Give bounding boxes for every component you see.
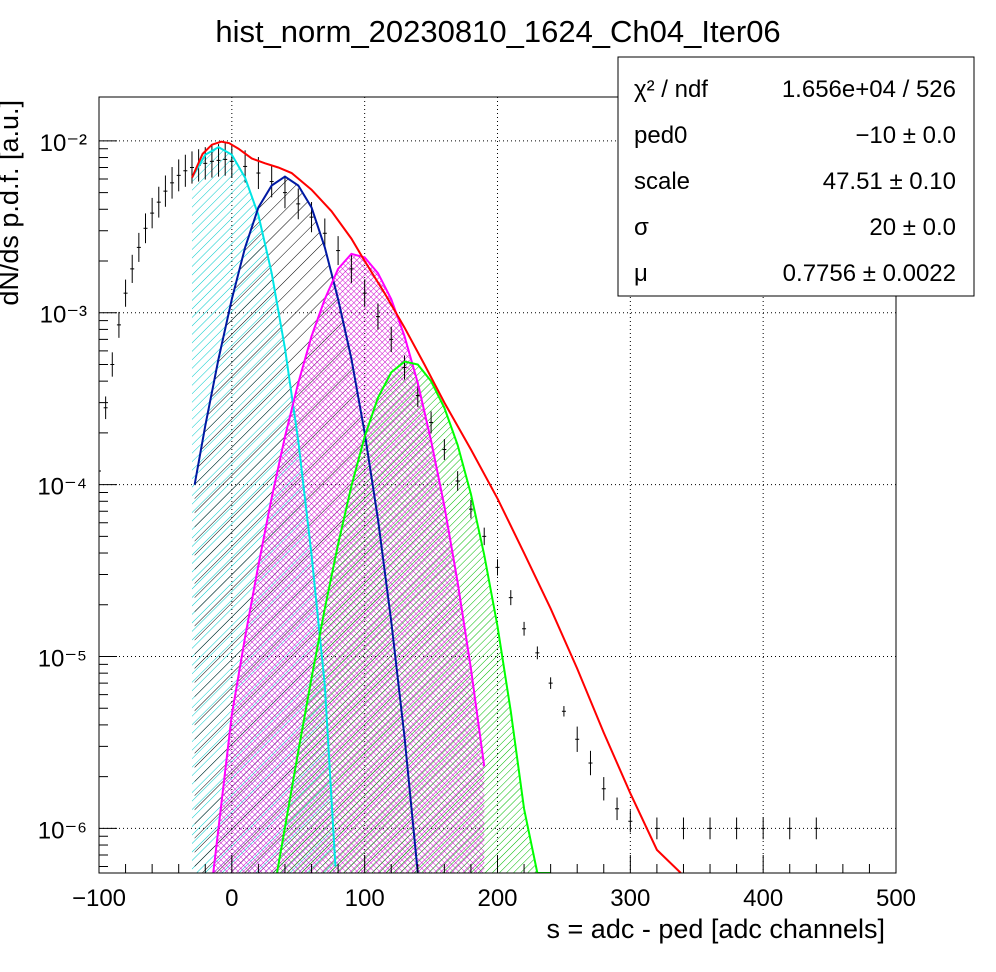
plot-area	[99, 97, 896, 873]
stats-value: 47.51 ± 0.10	[823, 168, 956, 195]
y-axis-label: dN/ds p.d.f. [a.u.]	[0, 100, 24, 306]
y-tick-label: 10⁻⁵	[38, 645, 87, 672]
y-tick-label: 10⁻³	[40, 302, 87, 329]
component-curve-1	[191, 145, 337, 867]
x-tick-label: 400	[743, 885, 783, 912]
y-tick-label: 10⁻²	[40, 130, 87, 157]
chart-title: hist_norm_20230810_1624_Ch04_Iter06	[215, 14, 781, 49]
stats-value: −10 ± 0.0	[855, 122, 956, 149]
x-tick-label: 0	[225, 885, 238, 912]
stats-label: scale	[634, 168, 690, 195]
x-tick-label: 500	[876, 885, 916, 912]
stats-label: χ² / ndf	[634, 76, 708, 103]
component-curve-2	[193, 175, 419, 873]
x-axis-label: s = adc - ped [adc channels]	[547, 914, 885, 944]
stats-label: ped0	[634, 122, 687, 149]
stats-box	[617, 56, 975, 297]
stats-value: 20 ± 0.0	[869, 214, 956, 241]
y-tick-label: 10⁻⁴	[37, 474, 87, 501]
x-tick-label: −100	[72, 885, 126, 912]
component-curve-4	[276, 360, 551, 873]
x-tick-label: 300	[610, 885, 650, 912]
x-tick-label: 100	[345, 885, 385, 912]
stats-value: 1.656e+04 / 526	[782, 76, 956, 103]
stats-label: σ	[634, 214, 649, 241]
x-tick-label: 200	[477, 885, 517, 912]
stats-value: 0.7756 ± 0.0022	[783, 260, 956, 287]
total-fit-curve	[191, 140, 682, 873]
component-curve-3	[212, 252, 486, 873]
stats-label: μ	[634, 260, 648, 287]
y-tick-label: 10⁻⁶	[38, 817, 87, 844]
